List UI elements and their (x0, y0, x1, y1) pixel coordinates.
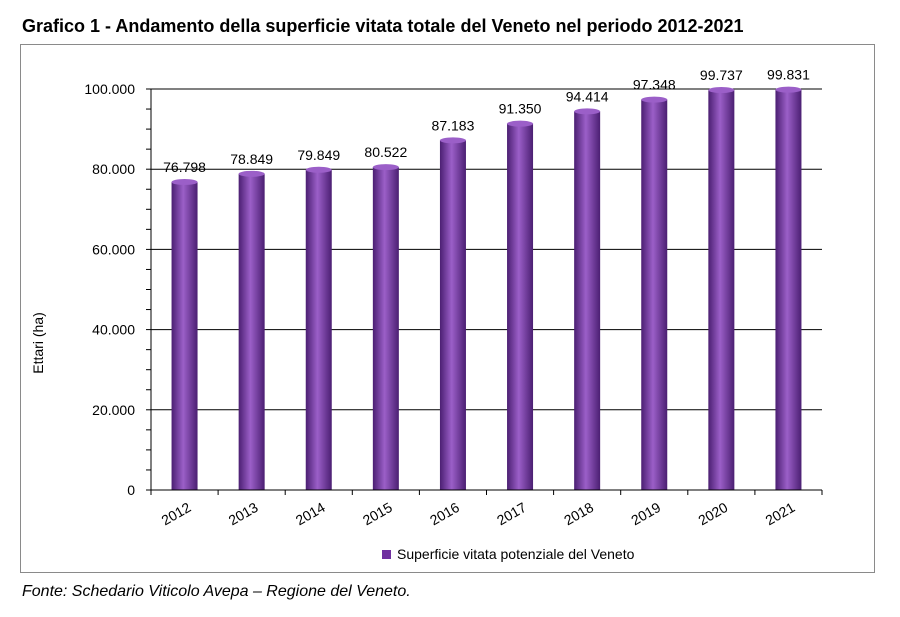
bar-2020 (708, 90, 735, 490)
bars (171, 86, 802, 491)
data-label: 91.350 (499, 101, 542, 117)
bar-2017 (507, 123, 534, 491)
y-tick-label: 0 (127, 482, 135, 498)
data-labels: 76.798 78.849 79.849 80.522 87.183 91.350 94.4… (163, 67, 810, 175)
bar-top-2020 (708, 87, 735, 94)
bar-top-2019 (641, 96, 668, 103)
bar-2015 (372, 167, 399, 490)
x-tick-label: 2019 (628, 499, 663, 529)
bar-top-2018 (574, 108, 601, 115)
bar-2018 (574, 111, 601, 491)
bar-2016 (439, 140, 466, 490)
legend-label: Superficie vitata potenziale del Veneto (397, 546, 635, 562)
data-label: 87.183 (432, 117, 475, 133)
data-label: 94.414 (566, 88, 609, 104)
y-tick-label: 80.000 (92, 161, 135, 177)
x-tick-label: 2020 (695, 499, 730, 529)
data-label: 80.522 (364, 144, 407, 160)
x-tick-label: 2018 (561, 499, 596, 529)
data-label: 97.348 (633, 77, 676, 93)
data-label: 99.831 (767, 67, 810, 83)
data-label: 78.849 (230, 151, 273, 167)
y-axis-ticks: 0 20.000 40.000 60.000 80.000 100.000 (84, 81, 152, 498)
bar-2012 (171, 182, 198, 490)
bar-top-2014 (305, 166, 332, 173)
legend-swatch (382, 550, 391, 559)
x-tick-label: 2012 (159, 499, 194, 529)
data-label: 79.849 (297, 147, 340, 163)
bar-2013 (238, 173, 265, 491)
x-tick-label: 2014 (293, 499, 328, 529)
bar-top-2012 (171, 179, 198, 186)
y-tick-label: 40.000 (92, 322, 135, 338)
y-tick-label: 20.000 (92, 402, 135, 418)
bar-top-2015 (372, 164, 399, 171)
legend: Superficie vitata potenziale del Veneto (382, 546, 635, 562)
y-tick-label: 100.000 (84, 81, 135, 97)
bar-top-2013 (238, 170, 265, 177)
bar-top-2021 (775, 86, 802, 93)
figure-title: Grafico 1 - Andamento della superficie v… (22, 16, 744, 36)
bar-top-2016 (439, 137, 466, 144)
x-tick-label: 2015 (360, 499, 395, 529)
data-label: 99.737 (700, 67, 743, 83)
x-tick-label: 2017 (494, 499, 529, 529)
data-label: 76.798 (163, 159, 206, 175)
bar-2019 (641, 99, 668, 490)
x-axis-ticks: 2012 2013 2014 2015 2016 2017 2018 2019 2020 2021 (150, 489, 823, 529)
y-axis-label: Ettari (ha) (30, 312, 46, 373)
bar-2021 (775, 89, 802, 491)
source-note: Fonte: Schedario Viticolo Avepa – Region… (22, 583, 411, 600)
chart-frame: 0 20.000 40.000 60.000 80.000 100.000 76.798 7… (20, 44, 875, 573)
x-tick-label: 2013 (226, 499, 261, 529)
y-tick-label: 60.000 (92, 241, 135, 257)
x-tick-label: 2021 (762, 499, 797, 529)
bar-2014 (305, 169, 332, 490)
x-tick-label: 2016 (427, 499, 462, 529)
bar-top-2017 (507, 120, 534, 127)
